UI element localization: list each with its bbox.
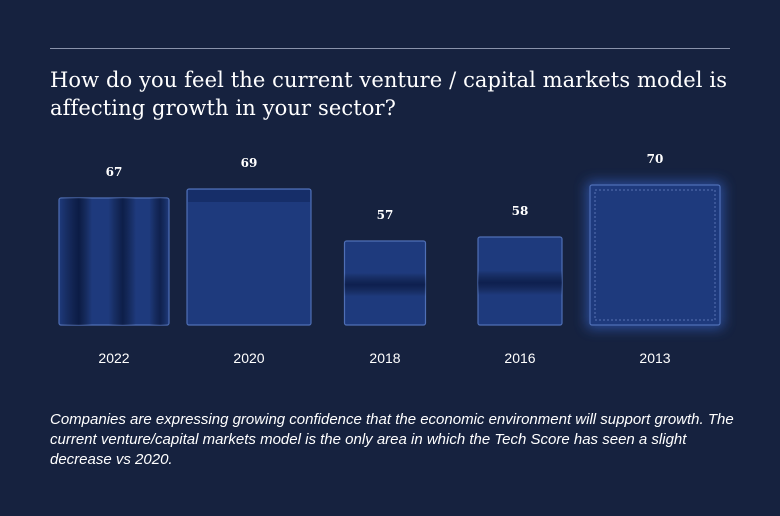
bar-group-2016: 58 2016 [477, 204, 563, 366]
bar-value-label: 67 [106, 165, 123, 179]
bar-stitching [594, 189, 716, 321]
chart-title: How do you feel the current venture / ca… [50, 68, 728, 120]
bar-group-2018: 57 2018 [343, 208, 427, 366]
category-label: 2016 [504, 350, 535, 366]
bar-texture [59, 198, 169, 325]
bar-texture [188, 190, 310, 202]
category-label: 2020 [233, 350, 264, 366]
category-label: 2013 [639, 350, 670, 366]
bar-value-label: 70 [647, 152, 664, 166]
chart-caption: Companies are expressing growing confide… [50, 411, 734, 468]
bar-group-2013: 70 2013 [586, 152, 724, 366]
bar-chart: 67 2022 69 2020 57 2018 58 2016 70 2013 [58, 152, 724, 366]
category-label: 2022 [98, 350, 129, 366]
bar [589, 184, 721, 326]
bar-group-2020: 69 2020 [186, 156, 312, 366]
category-label: 2018 [369, 350, 400, 366]
bar-value-label: 57 [377, 208, 394, 222]
bar-value-label: 69 [241, 156, 258, 170]
bar-value-label: 58 [512, 204, 529, 218]
bar [186, 188, 312, 326]
bar-group-2022: 67 2022 [58, 165, 170, 366]
top-divider [50, 48, 730, 49]
bar-texture [344, 241, 426, 325]
bar-texture [478, 237, 562, 325]
